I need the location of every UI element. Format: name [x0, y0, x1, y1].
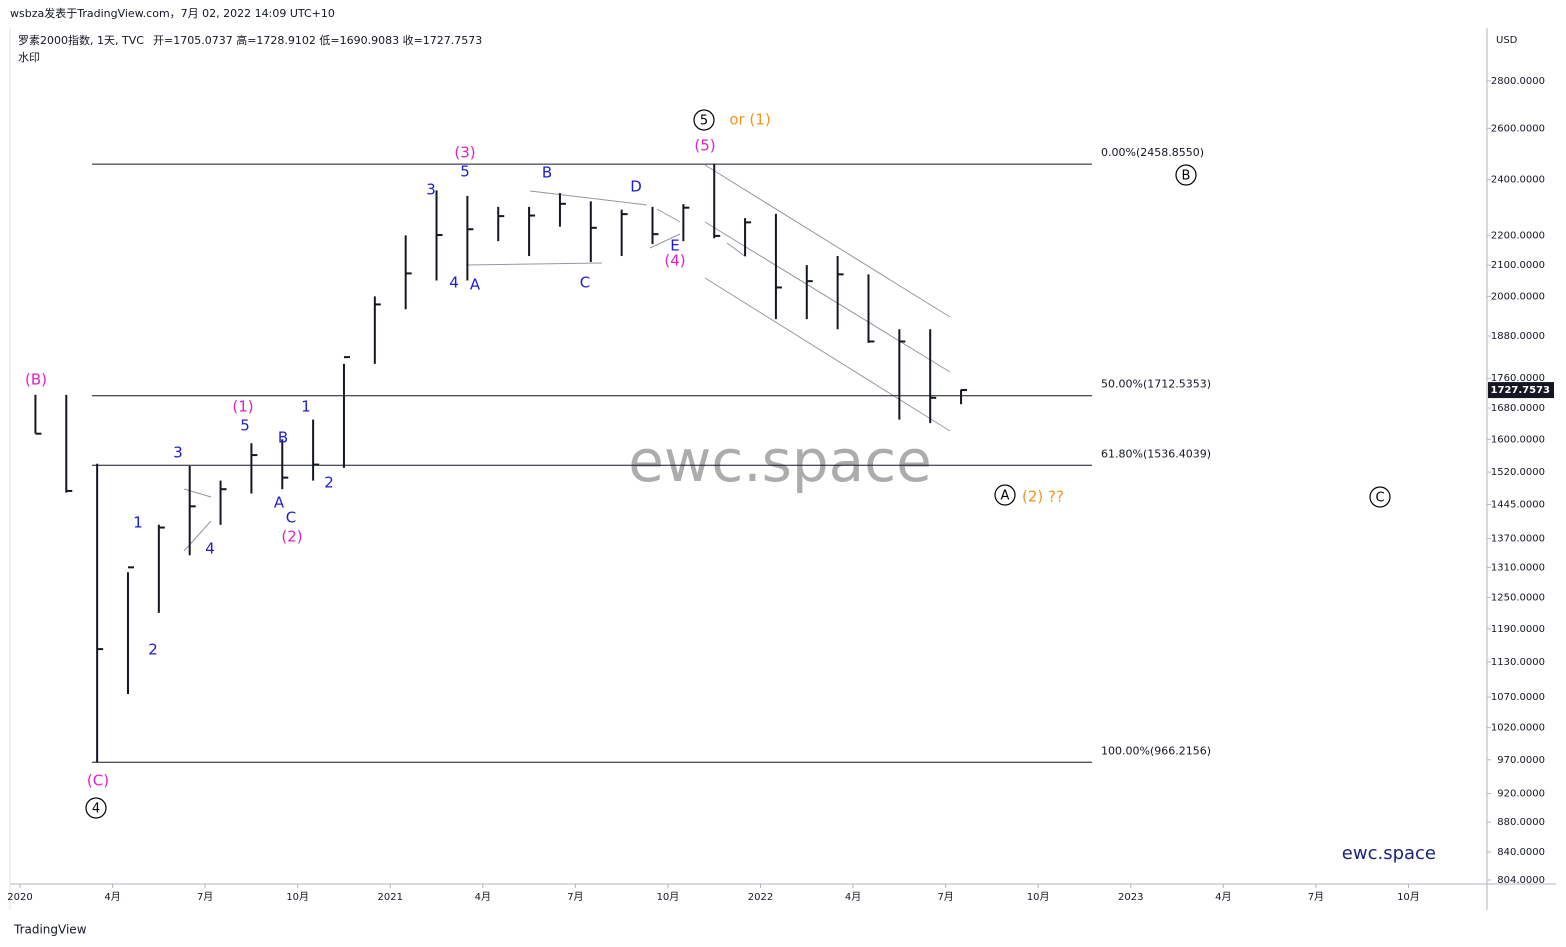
x-tick-label: 7月 — [1308, 891, 1324, 903]
brand: ewc.space — [1342, 843, 1436, 864]
x-tick-label: 2020 — [7, 892, 32, 903]
x-tick-label: 2023 — [1118, 892, 1143, 903]
y-tick-label: 1445.0000 — [1491, 500, 1545, 511]
y-tick-label: 970.0000 — [1497, 755, 1545, 766]
fib-label: 50.00%(1712.5353) — [1101, 378, 1211, 391]
y-tick-label: 1370.0000 — [1491, 534, 1545, 545]
x-tick-label: 4月 — [475, 891, 491, 903]
wave-label: 2 — [324, 474, 334, 492]
wave-label: (C) — [87, 772, 109, 790]
wave-label: 4 — [449, 274, 459, 292]
wave-label: B — [278, 429, 288, 447]
wave-circle — [1369, 486, 1391, 508]
y-tick-label: 840.0000 — [1497, 847, 1545, 858]
y-tick-label: 1760.0000 — [1491, 373, 1545, 384]
last-price-label: 1727.7573 — [1491, 385, 1551, 396]
y-tick-label: 2600.0000 — [1491, 123, 1545, 134]
x-tick-label: 4月 — [1215, 891, 1231, 903]
wave-circle — [693, 109, 715, 131]
wave-label: 1 — [133, 514, 143, 532]
symbol: 罗素2000指数, 1天, TVC — [18, 33, 144, 47]
wave-label: 4 — [205, 540, 215, 558]
watermark: ewc.space — [628, 427, 932, 495]
wave-label: A — [1001, 489, 1010, 504]
wave-label: B — [542, 164, 552, 182]
y-tick-label: 920.0000 — [1497, 789, 1545, 800]
last-price-tag — [1488, 382, 1554, 399]
x-tick-label: 7月 — [937, 891, 953, 903]
wave-label: 3 — [426, 181, 436, 199]
y-tick-label: 1520.0000 — [1491, 467, 1545, 478]
wave-label: 2 — [148, 641, 158, 659]
x-tick-label: 10月 — [1397, 891, 1420, 903]
y-tick-label: 1190.0000 — [1491, 624, 1545, 635]
y-tick-label: 2000.0000 — [1491, 291, 1545, 302]
y-tick-label: 1310.0000 — [1491, 562, 1545, 573]
x-tick-label: 2022 — [748, 892, 773, 903]
wave-circle — [994, 484, 1016, 506]
wave-label: (4) — [664, 252, 685, 270]
wave-label: 5 — [700, 114, 708, 129]
trendlines — [183, 164, 951, 552]
x-tick-label: 7月 — [197, 891, 213, 903]
y-tick-label: 1130.0000 — [1491, 657, 1545, 668]
x-tick-label: 10月 — [657, 891, 680, 903]
y-tick-label: 804.0000 — [1497, 875, 1545, 886]
ohlc: 开=1705.0737 高=1728.9102 低=1690.9083 收=17… — [153, 33, 482, 47]
y-tick-label: 2800.0000 — [1491, 76, 1545, 87]
wave-label: 3 — [173, 444, 183, 462]
wave-label: C — [1375, 491, 1384, 506]
y-tick-label: 1680.0000 — [1491, 403, 1545, 414]
wave-label: A — [470, 276, 481, 294]
wave-circle — [85, 797, 107, 819]
byline: wsbza发表于TradingView.com，7月 02, 2022 14:0… — [10, 6, 335, 20]
wave-label: C — [286, 509, 296, 527]
wave-label: (2) — [281, 528, 302, 546]
wave-label: C — [580, 274, 590, 292]
wave-label: 5 — [240, 417, 250, 435]
fib-label: 100.00%(966.2156) — [1101, 744, 1211, 757]
currency: USD — [1496, 35, 1518, 46]
wave-label: 1 — [301, 398, 311, 416]
y-tick-label: 1250.0000 — [1491, 592, 1545, 603]
x-tick-label: 7月 — [567, 891, 583, 903]
wave-label: B — [1182, 169, 1191, 184]
y-tick-label: 1020.0000 — [1491, 723, 1545, 734]
y-tick-label: 880.0000 — [1497, 817, 1545, 828]
y-tick-label: 2400.0000 — [1491, 175, 1545, 186]
watermark-note: 水印 — [18, 51, 40, 64]
fib-label: 61.80%(1536.4039) — [1101, 447, 1211, 460]
x-tick-label: 4月 — [845, 891, 861, 903]
wave-circle — [1175, 164, 1197, 186]
y-tick-label: 1880.0000 — [1491, 331, 1545, 342]
x-tick-label: 10月 — [286, 891, 309, 903]
wave-label: (1) — [232, 398, 253, 416]
wave-label: (5) — [694, 137, 715, 155]
fib-label: 0.00%(2458.8550) — [1101, 146, 1204, 159]
y-tick-label: 2100.0000 — [1491, 260, 1545, 271]
wave-label: (3) — [454, 144, 475, 162]
wave-label: (B) — [25, 371, 47, 389]
wave-label: (2) ?? — [1022, 488, 1064, 506]
x-tick-label: 10月 — [1027, 891, 1050, 903]
y-tick-label: 1070.0000 — [1491, 692, 1545, 703]
y-tick-label: 1600.0000 — [1491, 434, 1545, 445]
x-tick-label: 2021 — [378, 892, 403, 903]
x-tick-label: 4月 — [104, 891, 120, 903]
wave-label: 5 — [460, 163, 470, 181]
wave-label: 4 — [92, 802, 100, 817]
wave-label: E — [670, 237, 679, 255]
wave-label: A — [274, 494, 285, 512]
wave-label: D — [630, 178, 642, 196]
footer: TradingView — [13, 923, 87, 937]
y-tick-label: 2200.0000 — [1491, 230, 1545, 241]
wave-label: or (1) — [729, 111, 770, 129]
